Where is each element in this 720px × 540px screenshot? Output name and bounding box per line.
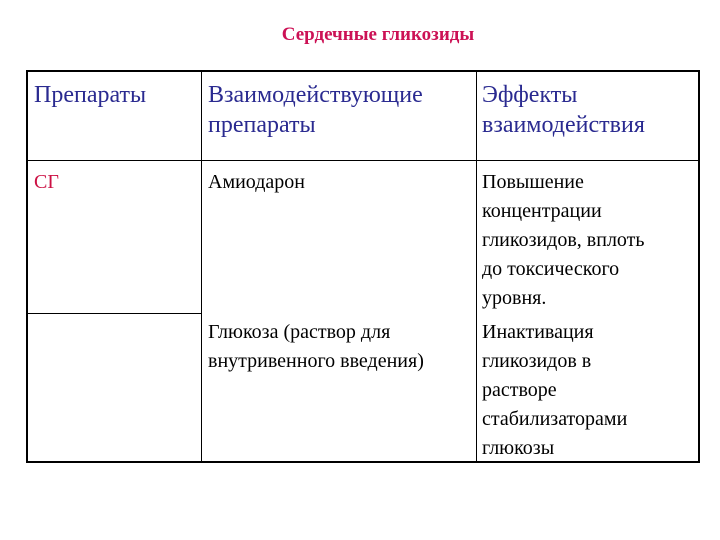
row-divider	[28, 313, 201, 314]
effect-line: до токсического	[482, 258, 620, 280]
header-line: Эффекты	[482, 82, 578, 108]
effect-line: растворе	[482, 379, 557, 401]
effect-line: Повышение	[482, 171, 584, 193]
effect-line: концентрации	[482, 200, 602, 222]
slide-title: Сердечные гликозиды	[281, 24, 475, 45]
header-effects: Эффекты взаимодействия	[482, 80, 645, 140]
effect-line: гликозидов, вплоть	[482, 229, 645, 251]
header-line: Взаимодействующие	[208, 82, 423, 108]
header-line: Препараты	[34, 82, 147, 108]
interactions-table: Препараты Взаимодействующие препараты Эф…	[26, 70, 700, 463]
group-cell: СГ	[34, 171, 59, 193]
effect-line: гликозидов в	[482, 350, 592, 372]
drug-cell: Амиодарон	[208, 171, 305, 193]
header-drugs: Препараты	[34, 80, 146, 110]
effect-line: стабилизаторами	[482, 408, 628, 430]
effect-line: глюкозы	[482, 437, 555, 459]
effect-cell: Повышение концентрации гликозидов, вплот…	[482, 168, 645, 313]
effect-line: Инактивация	[482, 321, 594, 343]
effect-line: уровня.	[482, 287, 547, 309]
header-line: препараты	[208, 112, 316, 138]
row-divider	[28, 160, 698, 161]
drug-line: внутривенного введения)	[208, 350, 424, 372]
drug-cell: Глюкоза (раствор для внутривенного введе…	[208, 318, 424, 376]
column-divider	[476, 72, 477, 461]
effect-cell: Инактивация гликозидов в растворе стабил…	[482, 318, 627, 463]
header-interacting-drugs: Взаимодействующие препараты	[208, 80, 423, 140]
drug-line: Глюкоза (раствор для	[208, 321, 391, 343]
column-divider	[201, 72, 202, 461]
header-line: взаимодействия	[482, 112, 645, 138]
